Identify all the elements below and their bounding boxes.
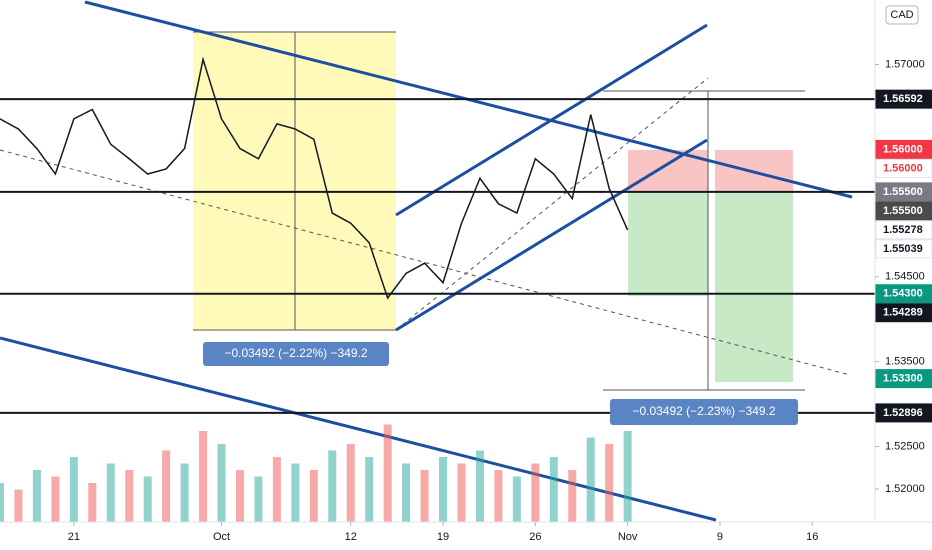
x-tick-label: 12 — [345, 531, 357, 543]
price-badge — [875, 201, 932, 221]
x-tick-label: 26 — [529, 531, 541, 543]
price-badge-label: 1.55039 — [883, 243, 923, 255]
volume-bar — [309, 470, 318, 522]
trend-line — [0, 149, 851, 376]
y-tick-label: 1.53500 — [885, 356, 925, 368]
y-tick-label: 1.52500 — [885, 440, 925, 452]
volume-bar — [494, 470, 503, 522]
x-tick-label: 19 — [437, 531, 449, 543]
volume-bar — [254, 476, 263, 522]
price-badge — [875, 403, 932, 423]
y-tick-label: 1.57000 — [885, 58, 925, 70]
x-tick-label: 16 — [806, 531, 818, 543]
target-zone — [628, 193, 708, 296]
volume-bar — [180, 463, 189, 522]
volume-bar — [328, 450, 337, 522]
volume-bar — [346, 444, 355, 522]
currency: CAD — [890, 9, 913, 21]
channel-line — [395, 138, 708, 332]
volume-bar — [475, 450, 484, 522]
price-line — [0, 56, 629, 300]
price-badge — [875, 220, 932, 240]
volume-bar — [162, 450, 171, 522]
volume-bar — [586, 437, 595, 522]
trend-line — [395, 77, 709, 331]
price-badge-label: 1.53300 — [883, 373, 923, 385]
volume-bar — [69, 457, 78, 522]
currency-badge[interactable] — [885, 5, 919, 25]
target-zone — [715, 193, 793, 382]
x-tick-label: Oct — [213, 531, 230, 543]
x-tick-label: Nov — [618, 531, 638, 543]
price-badge-label: 1.55278 — [883, 224, 923, 236]
volume-bar — [402, 463, 411, 522]
price-badge-label: 1.52896 — [883, 407, 923, 419]
volume-bar — [365, 457, 374, 522]
y-tick-label: 1.54500 — [885, 271, 925, 283]
x-tick-label: 21 — [68, 531, 80, 543]
volume-bar — [125, 470, 134, 522]
volume-bar — [272, 457, 281, 522]
volume-bar — [291, 463, 300, 522]
price-badge — [875, 158, 932, 178]
x-tick-label: 9 — [717, 531, 723, 543]
marks — [0, 56, 875, 522]
annotation: −0.03492 (−2.23%) −349.2 — [632, 404, 775, 418]
volume-bar — [0, 483, 4, 522]
volume-bar — [14, 489, 23, 522]
volume-bar — [623, 431, 632, 522]
volume-bar — [235, 470, 244, 522]
volume-bar — [549, 457, 558, 522]
annotation-box — [610, 399, 798, 425]
annotations: −0.03492 (−2.22%) −349.2 −0.03492 (−2.23… — [203, 342, 798, 425]
volume-bar — [32, 470, 41, 522]
volume-bar — [420, 470, 429, 522]
volume-bar — [217, 444, 226, 522]
y-tick-label: 1.52000 — [885, 483, 925, 495]
trend-line — [0, 336, 717, 522]
price-badge — [875, 284, 932, 304]
price-badge-label: 1.56000 — [883, 162, 923, 174]
volume-bar — [88, 483, 97, 522]
volume-bar — [512, 476, 521, 522]
volume-bar — [457, 463, 466, 522]
volume-bar — [568, 470, 577, 522]
price-badge-label: 1.54300 — [883, 288, 923, 300]
volume-bar — [199, 431, 208, 522]
annotation: −0.03492 (−2.22%) −349.2 — [224, 346, 367, 360]
volume-bar — [106, 463, 115, 522]
price-badge-label: 1.56000 — [883, 143, 923, 155]
price-badge-label: 1.56592 — [883, 93, 923, 105]
volume-bar — [439, 457, 448, 522]
volume-bar — [531, 463, 540, 522]
annotation-box — [203, 342, 389, 366]
volume-bar — [143, 476, 152, 522]
price-badge-label: 1.54289 — [883, 307, 923, 319]
volume-bar — [383, 424, 392, 522]
drawings — [0, 0, 853, 522]
price-badge — [875, 369, 932, 389]
price-badge — [875, 139, 932, 159]
price-badge-label: 1.55500 — [883, 186, 923, 198]
volume-bar — [605, 444, 614, 522]
channel-line — [395, 23, 708, 217]
price-badge — [875, 239, 932, 259]
price-badge — [875, 182, 932, 202]
price-badge-label: 1.55500 — [883, 205, 923, 217]
price-badge — [875, 89, 932, 109]
volume-bar — [51, 476, 60, 522]
price-badge — [875, 303, 932, 323]
